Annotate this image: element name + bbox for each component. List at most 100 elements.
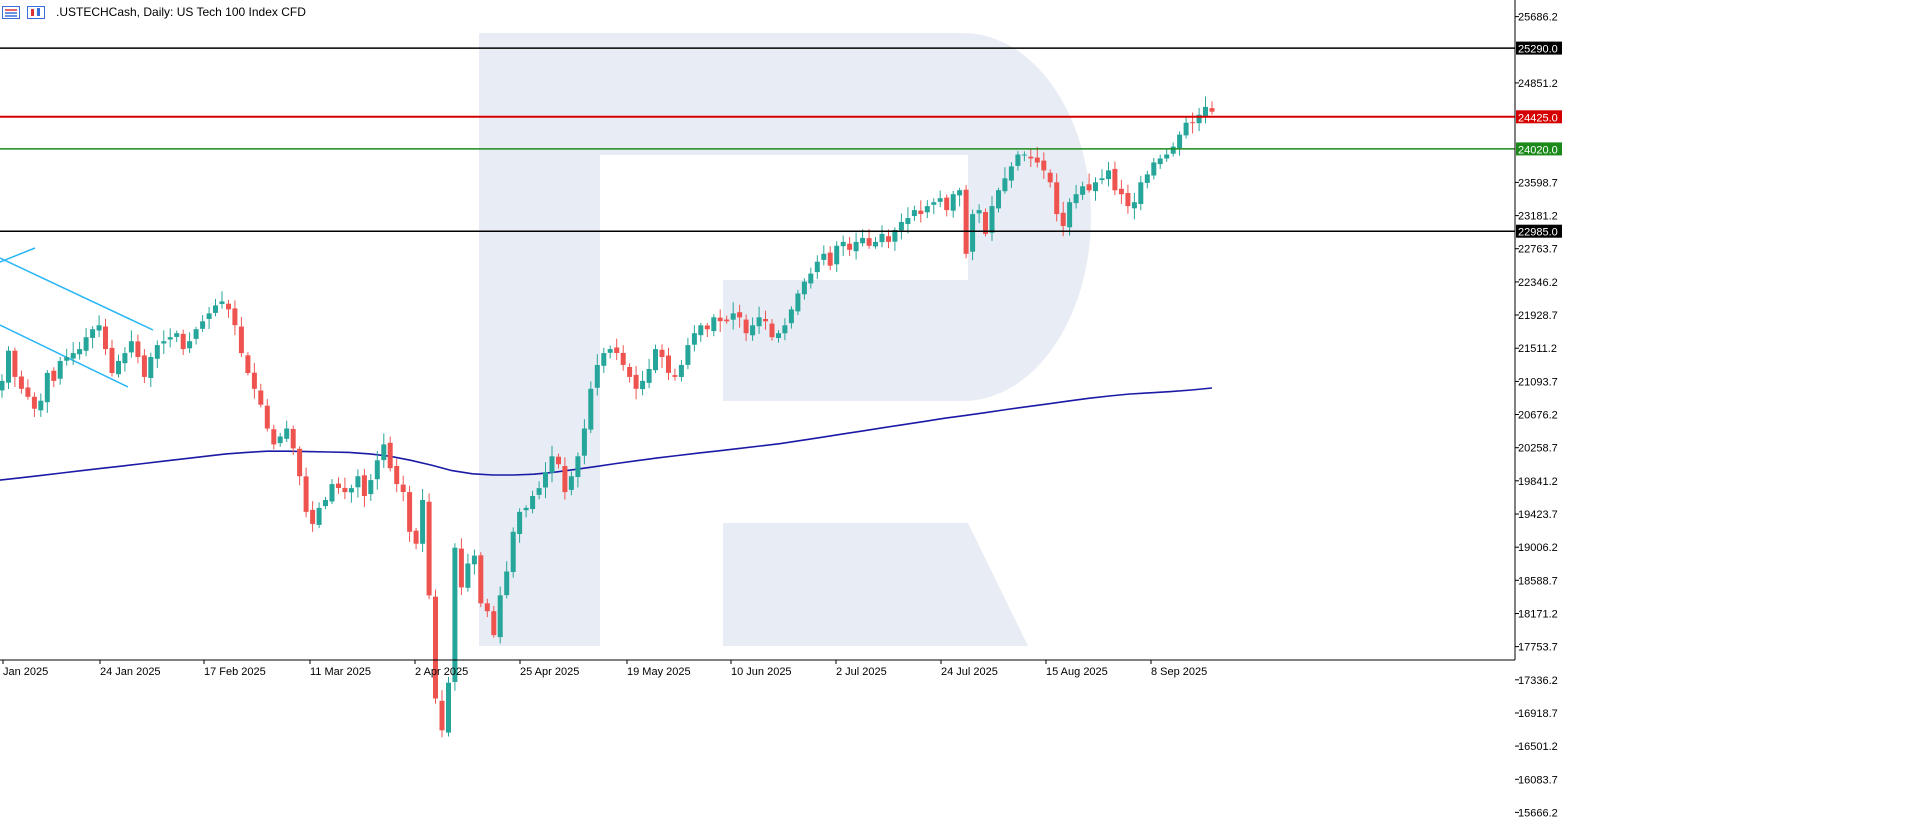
candle [70,342,76,365]
candle-body [141,355,147,377]
candle [25,379,31,400]
candle-body [801,281,807,295]
candles-layer [0,96,1215,738]
time-tick-label: Jan 2025 [3,666,48,678]
candle [996,187,1001,213]
candle-body [213,305,218,313]
horizontal-levels-layer[interactable] [0,47,1515,232]
candle-body [200,321,206,329]
chart-type-icon[interactable] [27,5,45,19]
candle-body [659,349,665,357]
candle [1138,175,1144,211]
trendline-layer [0,247,154,388]
candle [944,194,950,217]
candle-body [944,197,950,211]
candle-body [568,476,574,490]
trendline-lower[interactable] [0,324,129,388]
candle [886,229,891,249]
candle-body [64,357,70,361]
candle-body [627,367,633,377]
candle-body [70,353,76,359]
candle [601,347,607,373]
candle [685,337,691,370]
time-tick-label: 8 Sep 2025 [1151,666,1207,678]
candle-body [1164,154,1170,159]
price-tick-label: 21511.2 [1518,343,1557,355]
candle-body [420,500,426,544]
candle [536,481,542,500]
candle-body [672,375,678,377]
candle-body [607,349,613,353]
candle [1183,115,1189,139]
candle-body [1093,182,1098,192]
candle-body [853,241,859,252]
candle [103,318,108,355]
trendline-short[interactable] [0,247,36,263]
candle [342,477,348,500]
candle-body [31,396,37,409]
candle-body [724,319,730,322]
candle [976,204,982,224]
price-tick-label: 19423.7 [1518,509,1558,521]
candle-body [530,496,536,509]
candle [167,328,173,348]
candle [711,314,717,337]
candle-body [193,329,199,339]
candle-body [711,317,717,332]
candle [1093,177,1098,201]
candle [478,552,484,608]
candle [814,255,820,279]
candle-body [38,400,44,411]
candle [90,326,96,349]
candle-body [1112,168,1118,191]
trendline-upper[interactable] [0,257,154,331]
candle [6,346,11,389]
candle-body [1144,174,1150,183]
list-icon[interactable] [2,5,20,19]
candle [873,237,878,249]
price-tick-label: 16918.7 [1518,708,1558,720]
candle-body [640,380,646,390]
candle [924,200,930,219]
candle [678,359,684,382]
candle [549,445,555,483]
candle-body [497,595,503,638]
time-tick-label: 19 May 2025 [627,666,691,678]
candle-body [1060,212,1066,226]
candle-body [1041,160,1047,171]
chart-title: .USTECHCash, Daily: US Tech 100 Index CF… [56,5,306,19]
candle-body [465,563,471,588]
candle [471,549,477,575]
candle [413,527,419,550]
candle-body [633,374,639,389]
candle-body [1209,108,1215,112]
candle-body [1047,172,1053,183]
candle-body [698,325,704,336]
candle [128,330,134,358]
candle [277,432,283,447]
candle-body [413,530,419,544]
candle [594,354,600,396]
candle [607,345,613,359]
candle-body [109,347,115,373]
candle [840,235,846,257]
candle [180,329,186,355]
candle-body [685,345,691,365]
candle-body [1106,170,1111,180]
candle [426,493,432,600]
candle [329,479,335,505]
candle [51,367,57,388]
candle-body [950,194,956,211]
candle-body [1138,182,1144,204]
candle [219,291,225,309]
candle-body [452,547,458,682]
candle-body [1073,194,1079,204]
candle [1086,173,1092,193]
candle [1002,167,1008,194]
candle-body [918,210,924,214]
candle-body [523,507,529,511]
candle [310,501,316,532]
candle-body [808,273,814,284]
candle-body [549,456,555,473]
